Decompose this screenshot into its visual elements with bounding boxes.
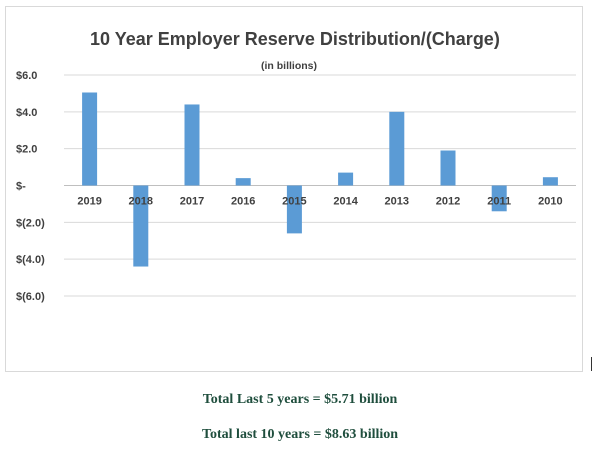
chart-title: 10 Year Employer Reserve Distribution/(C… <box>90 29 500 49</box>
x-tick-label: 2014 <box>333 196 358 208</box>
bar-chart: 10 Year Employer Reserve Distribution/(C… <box>16 29 576 303</box>
y-tick-label: $4.0 <box>16 107 37 119</box>
bar-2013 <box>389 111 405 186</box>
y-tick-label: $2.0 <box>16 144 37 156</box>
bar-2017 <box>184 104 200 186</box>
x-tick-label: 2015 <box>282 196 306 208</box>
bar-2019 <box>82 92 98 186</box>
bar-2012 <box>440 150 456 186</box>
bar-2011 <box>491 185 507 212</box>
x-tick-label: 2010 <box>538 196 562 208</box>
y-tick-label: $(4.0) <box>16 254 45 266</box>
x-tick-label: 2017 <box>180 196 204 208</box>
x-tick-label: 2018 <box>129 196 153 208</box>
x-tick-label: 2012 <box>436 196 460 208</box>
bar-2010 <box>542 177 558 186</box>
y-tick-label: $- <box>16 181 26 193</box>
x-tick-label: 2016 <box>231 196 255 208</box>
total-last-5-years: Total Last 5 years = $5.71 billion <box>202 392 398 407</box>
bar-2018 <box>133 185 149 267</box>
total-last-10-years: Total last 10 years = $8.63 billion <box>201 427 399 442</box>
chart-frame: 10 Year Employer Reserve Distribution/(C… <box>5 6 583 372</box>
y-tick-label: $(6.0) <box>16 291 45 303</box>
x-tick-label: 2019 <box>77 196 101 208</box>
x-tick-label: 2013 <box>385 196 409 208</box>
bar-2014 <box>338 172 354 186</box>
bar-2015 <box>286 185 302 234</box>
chart-subtitle: (in billions) <box>261 60 317 72</box>
y-tick-label: $(2.0) <box>16 217 45 229</box>
x-tick-label: 2011 <box>487 196 511 208</box>
bar-2016 <box>235 178 251 186</box>
edge-mark <box>591 357 592 371</box>
y-tick-label: $6.0 <box>16 70 37 82</box>
